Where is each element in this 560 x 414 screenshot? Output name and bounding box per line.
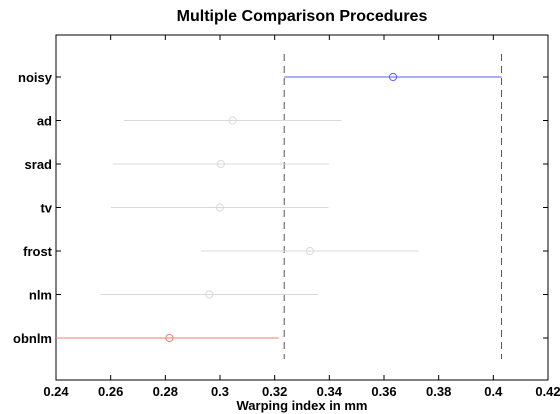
x-tick-label: 0.24: [43, 384, 69, 399]
y-tick-label-frost: frost: [23, 244, 53, 259]
x-tick-label: 0.34: [317, 384, 343, 399]
x-tick-label: 0.28: [153, 384, 178, 399]
y-tick-label-noisy: noisy: [18, 70, 53, 85]
mean-marker-frost: [305, 246, 315, 256]
mean-marker-nlm: [205, 290, 214, 299]
x-axis-label: Warping index in mm: [236, 398, 368, 413]
x-tick-label: 0.3: [211, 384, 229, 399]
mean-marker-noisy: [388, 72, 398, 82]
mean-marker-srad: [216, 159, 225, 169]
y-tick-label-tv: tv: [40, 201, 52, 216]
mean-marker-obnlm: [165, 333, 174, 343]
y-tick-label-obnlm: obnlm: [13, 331, 52, 346]
x-tick-label: 0.36: [371, 384, 396, 399]
y-tick-label-nlm: nlm: [29, 288, 52, 303]
x-tick-label: 0.38: [426, 384, 451, 399]
x-tick-label: 0.32: [262, 384, 287, 399]
x-tick-label: 0.42: [535, 384, 560, 399]
x-tick-label: 0.26: [98, 384, 123, 399]
mean-marker-tv: [215, 203, 224, 212]
y-tick-label-srad: srad: [25, 157, 53, 172]
chart-title: Multiple Comparison Procedures: [176, 8, 428, 25]
mean-marker-ad: [228, 116, 237, 125]
x-tick-label: 0.4: [484, 384, 503, 399]
y-tick-label-ad: ad: [37, 114, 52, 129]
